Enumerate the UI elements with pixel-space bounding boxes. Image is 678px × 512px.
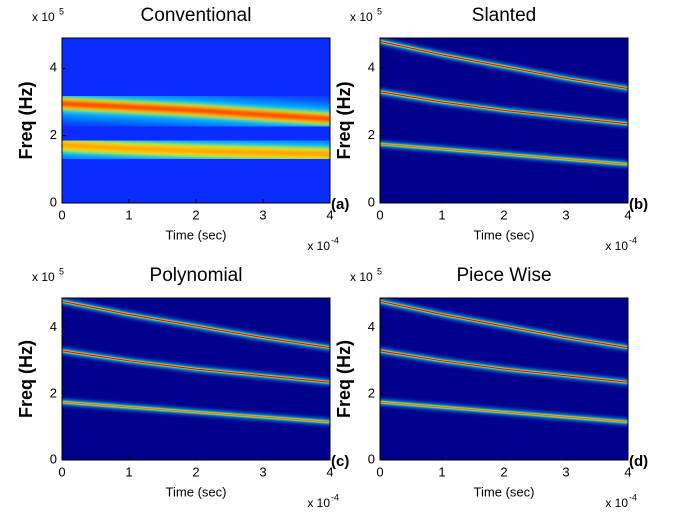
panel-title: Polynomial [150, 265, 243, 286]
y-scale-base: x 10 [32, 10, 55, 24]
y-scale-exponent: 5 [377, 266, 382, 276]
plot-area [380, 38, 628, 167]
y-axis-label: Freq (Hz) [334, 340, 354, 418]
ridge [380, 401, 628, 423]
y-scale-exponent: 5 [59, 6, 64, 16]
panel-title: Conventional [141, 5, 252, 26]
panel: 0 1 2 3 4 0 2 4 Slanted Time (sec) Freq (Hz) (b) x 1… [334, 5, 648, 253]
x-scale-base: x 10 [605, 496, 628, 510]
ridge [380, 350, 628, 383]
x-tick-label: 0 [376, 207, 383, 222]
x-tick-label: 1 [438, 207, 445, 222]
plot-area [62, 90, 330, 168]
panel: 0 1 2 3 4 0 2 4 Polynomial Time (sec) Freq (Hz) (c)… [16, 265, 350, 510]
x-scale-base: x 10 [605, 239, 628, 253]
plot-area [380, 298, 628, 425]
ridge [62, 100, 330, 122]
y-tick-label: 0 [368, 451, 375, 466]
x-tick-label: 0 [58, 207, 65, 222]
ridge [380, 91, 628, 125]
ridge [62, 142, 330, 158]
ridge [62, 300, 330, 349]
panel-title: Slanted [472, 5, 536, 26]
x-tick-label: 1 [125, 207, 132, 222]
y-scale-base: x 10 [32, 270, 55, 284]
x-scale-exponent: -4 [331, 235, 339, 245]
x-tick-label: 4 [624, 207, 631, 222]
x-scale-exponent: -4 [331, 492, 339, 502]
panel: 0 1 2 3 4 0 2 4 Piece Wise Time (sec) Freq (Hz) (d)… [334, 265, 648, 510]
y-tick-label: 2 [368, 127, 375, 142]
panel-title: Piece Wise [456, 265, 551, 286]
y-axis-label: Freq (Hz) [16, 82, 36, 160]
x-axis-label: Time (sec) [166, 227, 227, 242]
ridge [380, 143, 628, 165]
x-tick-label: 4 [326, 207, 333, 222]
x-axis-label: Time (sec) [474, 484, 535, 499]
x-tick-label: 3 [562, 464, 569, 479]
y-tick-label: 4 [50, 319, 57, 334]
panel: 0 1 2 3 4 0 2 4 Conventional Time (sec) Freq (Hz) (… [16, 5, 350, 253]
panel-label: (a) [331, 196, 349, 213]
y-tick-label: 2 [50, 127, 57, 142]
y-scale-exponent: 5 [59, 266, 64, 276]
plot-area [62, 298, 330, 425]
ridge [380, 300, 628, 349]
x-tick-label: 1 [438, 464, 445, 479]
x-tick-label: 0 [58, 464, 65, 479]
x-axis-label: Time (sec) [474, 227, 535, 242]
x-tick-label: 2 [500, 464, 507, 479]
y-tick-label: 2 [50, 385, 57, 400]
x-scale-exponent: -4 [629, 492, 637, 502]
y-tick-label: 0 [368, 194, 375, 209]
ridge [380, 40, 628, 90]
x-tick-label: 3 [562, 207, 569, 222]
x-axis-label: Time (sec) [166, 484, 227, 499]
x-tick-label: 3 [259, 207, 266, 222]
y-scale-base: x 10 [350, 270, 373, 284]
y-scale-base: x 10 [350, 10, 373, 24]
x-scale-base: x 10 [307, 496, 330, 510]
x-tick-label: 1 [125, 464, 132, 479]
y-axis-label: Freq (Hz) [16, 340, 36, 418]
x-tick-label: 2 [192, 207, 199, 222]
y-axis-label: Freq (Hz) [334, 82, 354, 160]
y-tick-label: 2 [368, 385, 375, 400]
ridge [62, 401, 330, 423]
x-tick-label: 2 [500, 207, 507, 222]
y-tick-label: 4 [368, 319, 375, 334]
y-tick-label: 0 [50, 451, 57, 466]
y-tick-label: 4 [368, 60, 375, 75]
panel-label: (d) [629, 453, 648, 470]
ridge [62, 350, 330, 383]
x-scale-exponent: -4 [629, 235, 637, 245]
x-scale-base: x 10 [307, 239, 330, 253]
panel-label: (c) [331, 453, 349, 470]
y-tick-label: 0 [50, 194, 57, 209]
y-tick-label: 4 [50, 60, 57, 75]
x-tick-label: 2 [192, 464, 199, 479]
y-scale-exponent: 5 [377, 6, 382, 16]
x-tick-label: 4 [624, 464, 631, 479]
x-tick-label: 4 [326, 464, 333, 479]
x-tick-label: 3 [259, 464, 266, 479]
panel-label: (b) [629, 196, 648, 213]
x-tick-label: 0 [376, 464, 383, 479]
